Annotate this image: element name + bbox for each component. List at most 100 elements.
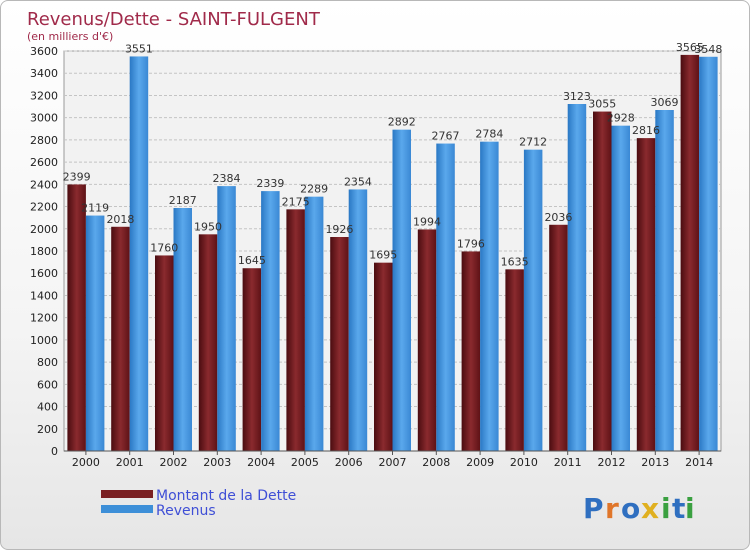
x-tick-label: 2002 [160,456,188,469]
x-tick-label: 2014 [685,456,713,469]
value-label-debt: 1645 [238,254,266,267]
x-tick-label: 2011 [554,456,582,469]
value-label-revenue: 2767 [432,130,460,143]
value-label-revenue: 3548 [694,43,722,56]
value-label-revenue: 2289 [300,183,328,196]
y-tick-label: 1000 [30,334,58,347]
value-label-revenue: 3123 [563,90,591,103]
value-label-revenue: 2354 [344,175,372,188]
bar-debt [636,138,656,451]
x-tick-label: 2001 [116,456,144,469]
y-tick-label: 3000 [30,112,58,125]
x-tick-label: 2000 [72,456,100,469]
value-label-revenue: 2384 [213,172,241,185]
value-label-revenue: 2712 [519,136,547,149]
y-tick-label: 200 [37,423,58,436]
bar-revenue [655,110,674,451]
value-label-revenue: 3069 [651,96,679,109]
y-tick-label: 600 [37,378,58,391]
bar-revenue [567,104,587,451]
logo-letter: o [621,492,640,525]
bar-debt [374,262,393,451]
bar-revenue [480,141,499,451]
logo-letter: t [672,492,685,525]
x-tick-label: 2010 [510,456,538,469]
y-tick-label: 2000 [30,223,58,236]
y-tick-label: 2600 [30,156,58,169]
value-label-debt: 1994 [413,215,441,228]
bar-debt [461,251,481,451]
value-label-revenue: 2119 [81,202,109,215]
bar-debt [680,54,700,452]
value-label-debt: 2036 [544,211,572,224]
value-label-revenue: 2187 [169,194,197,207]
x-tick-label: 2009 [466,456,494,469]
value-label-debt: 2399 [63,170,91,183]
value-label-revenue: 2928 [607,112,635,125]
bar-debt [549,224,568,451]
y-tick-label: 1800 [30,245,58,258]
bar-revenue [611,125,630,452]
value-label-debt: 1635 [501,255,529,268]
y-tick-label: 1600 [30,267,58,280]
bar-debt [198,234,218,451]
value-label-revenue: 2892 [388,116,416,129]
value-label-debt: 2018 [106,213,134,226]
value-label-debt: 1695 [369,249,397,262]
x-tick-label: 2006 [335,456,363,469]
value-label-revenue: 2784 [475,128,503,141]
x-tick-label: 2013 [641,456,669,469]
legend-swatch-debt [101,490,153,498]
bar-revenue [129,56,149,451]
logo-letter: r [605,492,619,525]
legend-label-debt: Montant de la Dette [156,488,296,504]
legend-label-revenue: Revenus [156,503,216,519]
bar-revenue [392,129,411,451]
value-label-debt: 1760 [150,241,178,254]
y-tick-label: 2200 [30,201,58,214]
y-tick-label: 2800 [30,134,58,147]
bar-revenue [348,189,368,451]
bar-debt [593,111,612,452]
value-label-debt: 2175 [282,195,310,208]
value-label-revenue: 3551 [125,42,153,55]
value-label-debt: 1950 [194,220,222,233]
bar-revenue [699,56,718,452]
bar-debt [67,184,86,451]
y-tick-label: 2400 [30,178,58,191]
y-tick-label: 0 [51,445,58,458]
logo-letter: P [583,492,604,525]
bar-revenue [217,186,236,451]
value-label-debt: 1796 [457,237,485,250]
y-tick-label: 400 [37,401,58,414]
x-tick-label: 2012 [598,456,626,469]
y-tick-label: 1200 [30,312,58,325]
x-tick-label: 2008 [422,456,450,469]
y-tick-label: 1400 [30,289,58,302]
logo-letter: i [685,492,695,525]
bar-debt [111,226,130,451]
value-label-debt: 3055 [588,98,616,111]
bar-revenue [261,191,280,451]
logo-letter: i [661,492,671,525]
x-tick-label: 2007 [379,456,407,469]
bar-revenue [304,196,324,451]
chart-subtitle: (en milliers d'€) [27,30,113,43]
value-label-debt: 2816 [632,124,660,137]
chart-title: Revenus/Dette - SAINT-FULGENT [27,9,321,30]
value-label-debt: 3565 [676,41,704,54]
value-label-revenue: 2339 [256,177,284,190]
legend: Montant de la Dette Revenus [101,488,296,519]
plot-area: 0 200 400 600 800 1000 1200 1400 1600 1800 2000 220… [30,41,722,469]
bar-debt [505,269,524,451]
legend-swatch-revenue [101,505,153,513]
bar-debt [286,209,305,451]
bar-debt [330,237,349,451]
y-tick-label: 3600 [30,45,58,58]
logo-letter: x [641,492,659,525]
y-tick-label: 3200 [30,89,58,102]
x-tick-label: 2004 [247,456,275,469]
